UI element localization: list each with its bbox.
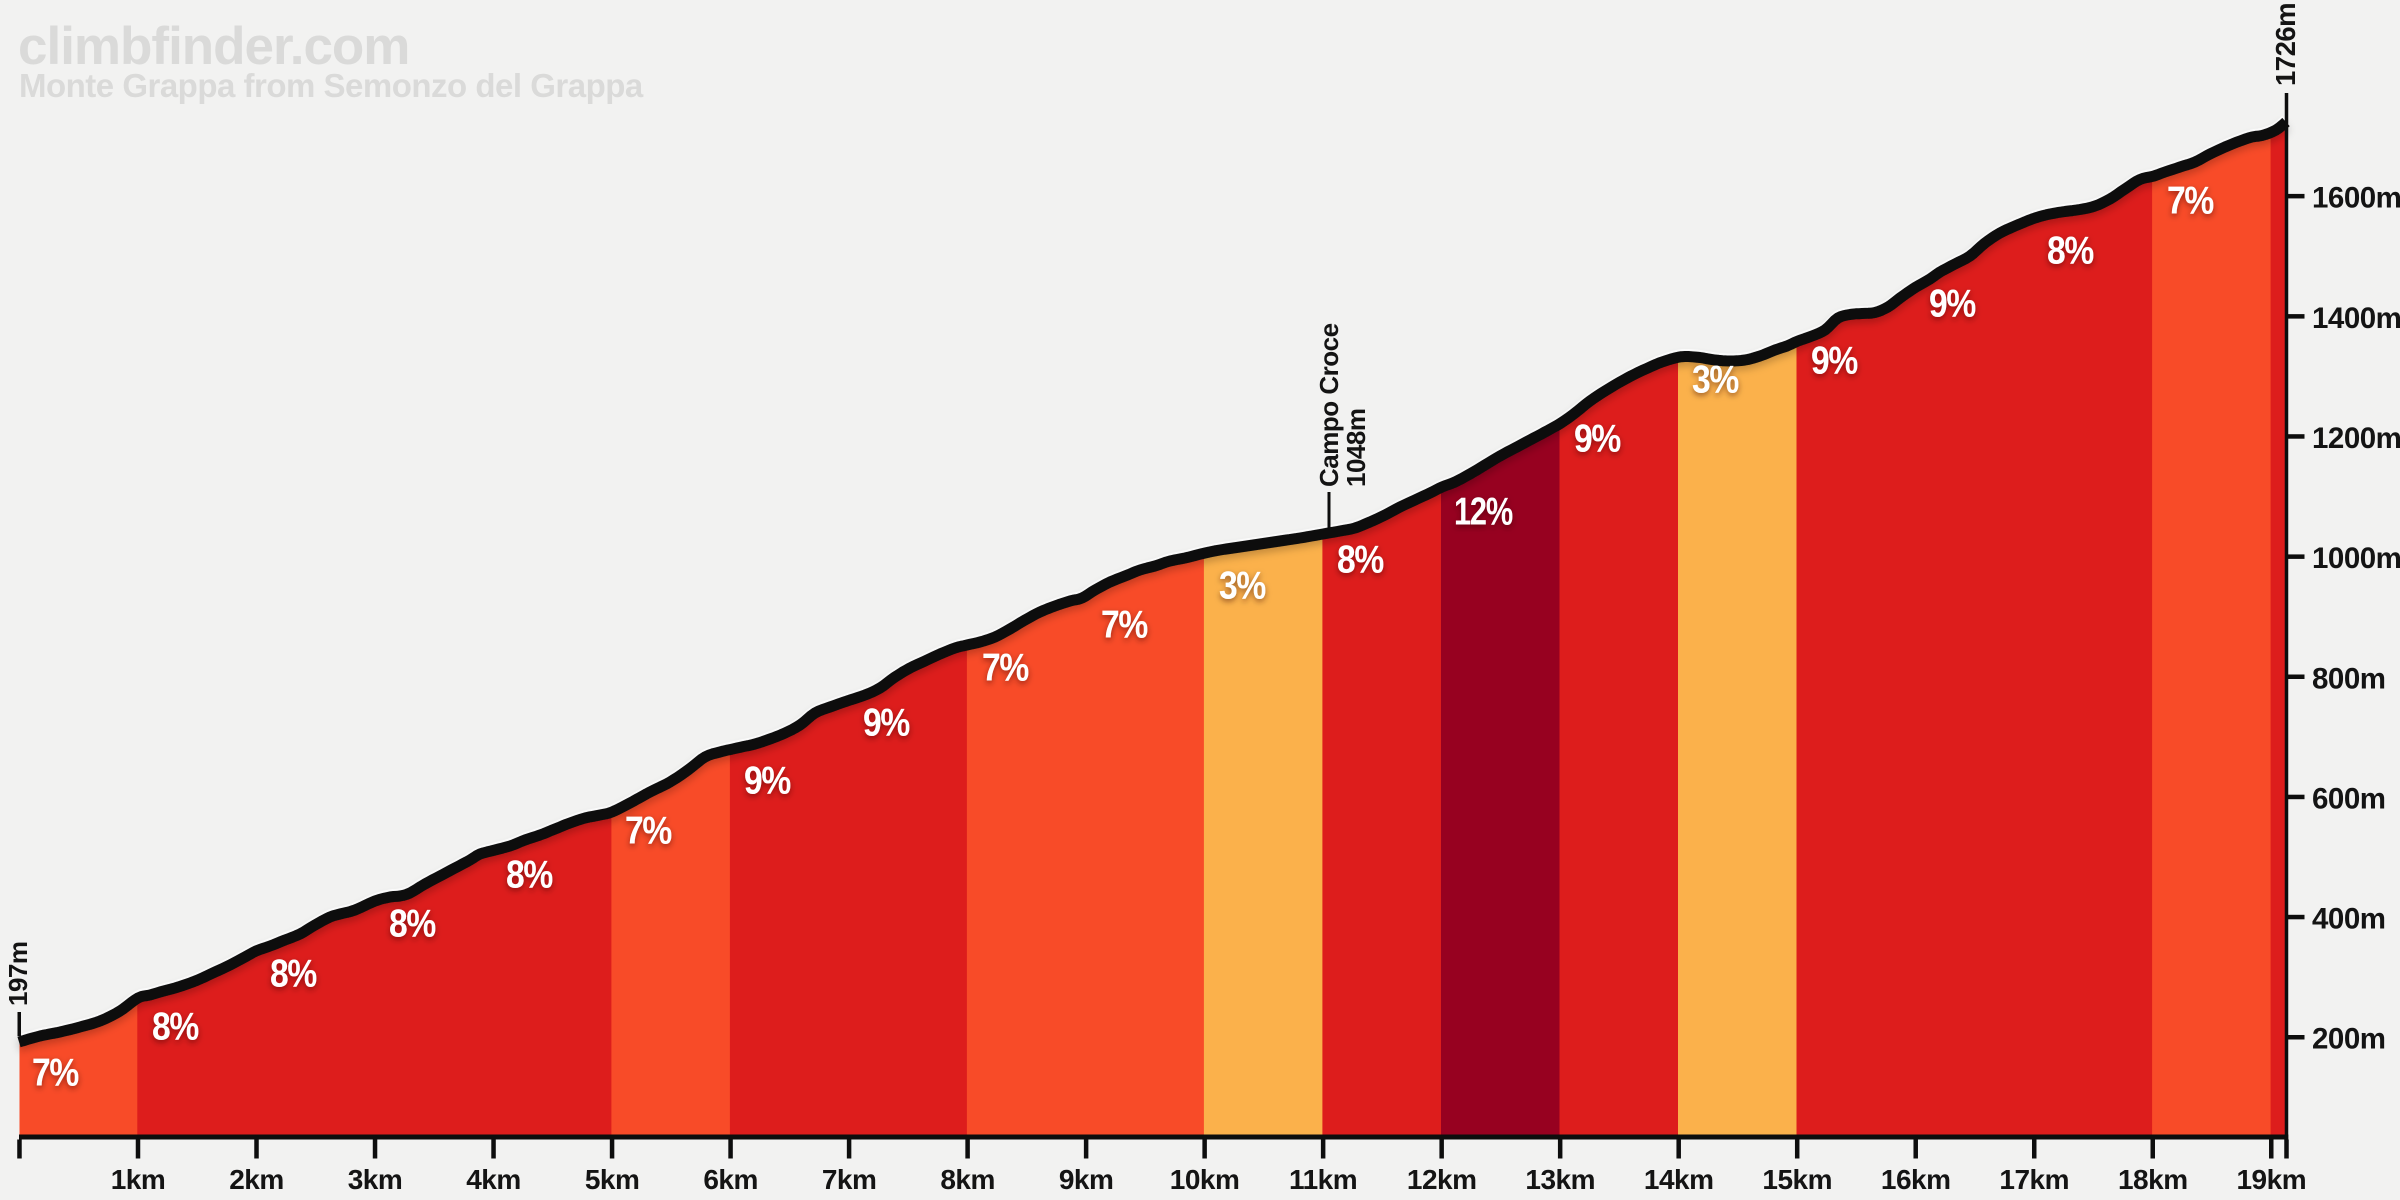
svg-text:8%: 8% xyxy=(389,903,436,946)
svg-text:7%: 7% xyxy=(2167,180,2214,223)
svg-text:1048m: 1048m xyxy=(1341,409,1371,487)
svg-text:climbfinder.com: climbfinder.com xyxy=(18,17,409,76)
svg-text:4km: 4km xyxy=(466,1164,521,1195)
svg-text:1726m: 1726m xyxy=(2270,3,2301,86)
svg-text:400m: 400m xyxy=(2312,903,2385,936)
svg-text:1200m: 1200m xyxy=(2312,422,2400,455)
svg-text:7km: 7km xyxy=(822,1164,877,1195)
svg-text:600m: 600m xyxy=(2312,782,2385,815)
svg-text:3%: 3% xyxy=(1692,359,1739,402)
svg-text:7%: 7% xyxy=(625,810,672,853)
svg-text:11km: 11km xyxy=(1289,1164,1357,1195)
svg-text:14km: 14km xyxy=(1644,1164,1714,1195)
svg-text:9%: 9% xyxy=(744,760,791,803)
svg-text:800m: 800m xyxy=(2312,662,2385,695)
svg-text:8%: 8% xyxy=(2047,230,2094,273)
svg-text:7%: 7% xyxy=(32,1052,79,1095)
svg-text:10km: 10km xyxy=(1170,1164,1240,1195)
svg-text:1000m: 1000m xyxy=(2312,542,2400,575)
svg-text:1km: 1km xyxy=(111,1164,166,1195)
svg-text:8%: 8% xyxy=(152,1006,199,1049)
svg-text:9%: 9% xyxy=(1574,418,1621,461)
svg-text:12%: 12% xyxy=(1454,491,1513,534)
svg-text:8%: 8% xyxy=(270,953,317,996)
svg-text:9km: 9km xyxy=(1059,1164,1114,1195)
svg-text:3km: 3km xyxy=(348,1164,403,1195)
svg-text:6km: 6km xyxy=(703,1164,758,1195)
svg-text:2km: 2km xyxy=(229,1164,284,1195)
svg-text:18km: 18km xyxy=(2118,1164,2188,1195)
svg-text:13km: 13km xyxy=(1525,1164,1595,1195)
svg-text:8%: 8% xyxy=(506,854,553,897)
svg-text:12km: 12km xyxy=(1407,1164,1477,1195)
svg-text:Campo Croce: Campo Croce xyxy=(1314,323,1344,487)
svg-text:9%: 9% xyxy=(863,702,910,745)
svg-text:3%: 3% xyxy=(1219,565,1266,608)
svg-text:8%: 8% xyxy=(1337,539,1384,582)
svg-text:197m: 197m xyxy=(3,942,33,1007)
svg-text:17km: 17km xyxy=(1999,1164,2069,1195)
svg-text:7%: 7% xyxy=(1101,604,1148,647)
svg-text:7%: 7% xyxy=(982,647,1029,690)
svg-text:5km: 5km xyxy=(585,1164,640,1195)
svg-text:1600m: 1600m xyxy=(2312,182,2400,215)
svg-text:8km: 8km xyxy=(940,1164,995,1195)
svg-text:16km: 16km xyxy=(1881,1164,1951,1195)
svg-text:15km: 15km xyxy=(1762,1164,1832,1195)
svg-text:19km: 19km xyxy=(2236,1164,2306,1195)
svg-text:Monte Grappa from Semonzo del: Monte Grappa from Semonzo del Grappa xyxy=(19,67,644,104)
svg-text:200m: 200m xyxy=(2312,1023,2385,1056)
svg-text:1400m: 1400m xyxy=(2312,302,2400,335)
svg-text:9%: 9% xyxy=(1929,283,1976,326)
svg-text:9%: 9% xyxy=(1811,340,1858,383)
